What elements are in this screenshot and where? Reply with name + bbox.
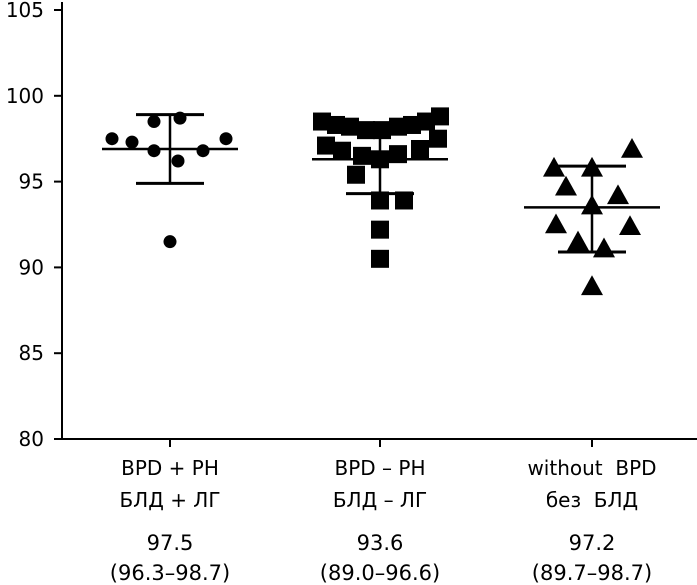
category-label-en: without BPD: [527, 456, 656, 480]
y-tick-label: 100: [6, 84, 44, 108]
category-label-ru: БЛД – ЛГ: [333, 488, 427, 512]
data-point-triangle: [581, 156, 603, 177]
data-point-triangle: [543, 156, 565, 177]
data-point-triangle: [545, 213, 567, 234]
data-point-triangle: [581, 275, 603, 296]
category-label-en: BPD – PH: [335, 456, 426, 480]
data-point-circle: [125, 135, 139, 149]
data-point-square: [411, 139, 429, 158]
data-point-triangle: [621, 137, 643, 158]
data-point-triangle: [607, 184, 629, 205]
data-point-square: [371, 150, 389, 169]
data-point-square: [371, 220, 389, 239]
y-tick-label: 80: [19, 427, 44, 451]
data-point-triangle: [619, 215, 641, 236]
data-point-square: [429, 129, 447, 148]
data-point-square: [403, 115, 421, 134]
data-point-circle: [171, 154, 185, 168]
category-median: 97.5: [147, 531, 194, 555]
data-point-square: [395, 191, 413, 210]
data-point-triangle: [567, 230, 589, 251]
y-tick-label: 95: [19, 170, 44, 194]
data-point-square: [417, 112, 435, 131]
category-range: (96.3–98.7): [110, 561, 230, 585]
category-label-en: BPD + PH: [121, 456, 219, 480]
data-point-square: [371, 191, 389, 210]
x-axis-ticks: [169, 439, 593, 447]
data-point-square: [313, 112, 331, 131]
data-point-circle: [105, 132, 119, 146]
data-point-circle: [147, 144, 161, 158]
data-point-square: [353, 146, 371, 165]
data-point-square: [431, 107, 449, 126]
data-point-triangle: [593, 237, 615, 258]
data-point-circle: [173, 111, 187, 125]
data-point-square: [357, 121, 375, 140]
y-tick-label: 85: [19, 341, 44, 365]
y-tick-label: 90: [19, 255, 44, 279]
data-point-square: [347, 165, 365, 184]
data-point-triangle: [581, 194, 603, 215]
data-points: [105, 107, 643, 296]
y-tick-label: 105: [6, 0, 44, 22]
data-point-circle: [147, 115, 161, 129]
category-labels: BPD + PH БЛД + ЛГ 97.5 (96.3–98.7) BPD – PH Б…: [110, 456, 657, 585]
data-point-square: [317, 136, 335, 155]
data-point-square: [389, 117, 407, 136]
data-point-square: [333, 141, 351, 160]
data-point-square: [327, 115, 345, 134]
data-point-square: [371, 249, 389, 268]
data-point-square: [341, 117, 359, 136]
data-point-circle: [196, 144, 210, 158]
category-label-ru: БЛД + ЛГ: [119, 488, 220, 512]
data-point-circle: [219, 132, 233, 146]
category-range: (89.0–96.6): [320, 561, 440, 585]
category-median: 97.2: [569, 531, 616, 555]
category-range: (89.7–98.7): [532, 561, 652, 585]
data-point-square: [389, 145, 407, 164]
category-label-ru: без БЛД: [546, 488, 638, 512]
y-axis-ticks: 80 85 90 95 100 105: [6, 0, 62, 451]
data-point-circle: [163, 235, 177, 249]
axes: [61, 2, 697, 440]
data-point-triangle: [555, 175, 577, 196]
data-point-square: [373, 121, 391, 140]
category-median: 93.6: [357, 531, 404, 555]
